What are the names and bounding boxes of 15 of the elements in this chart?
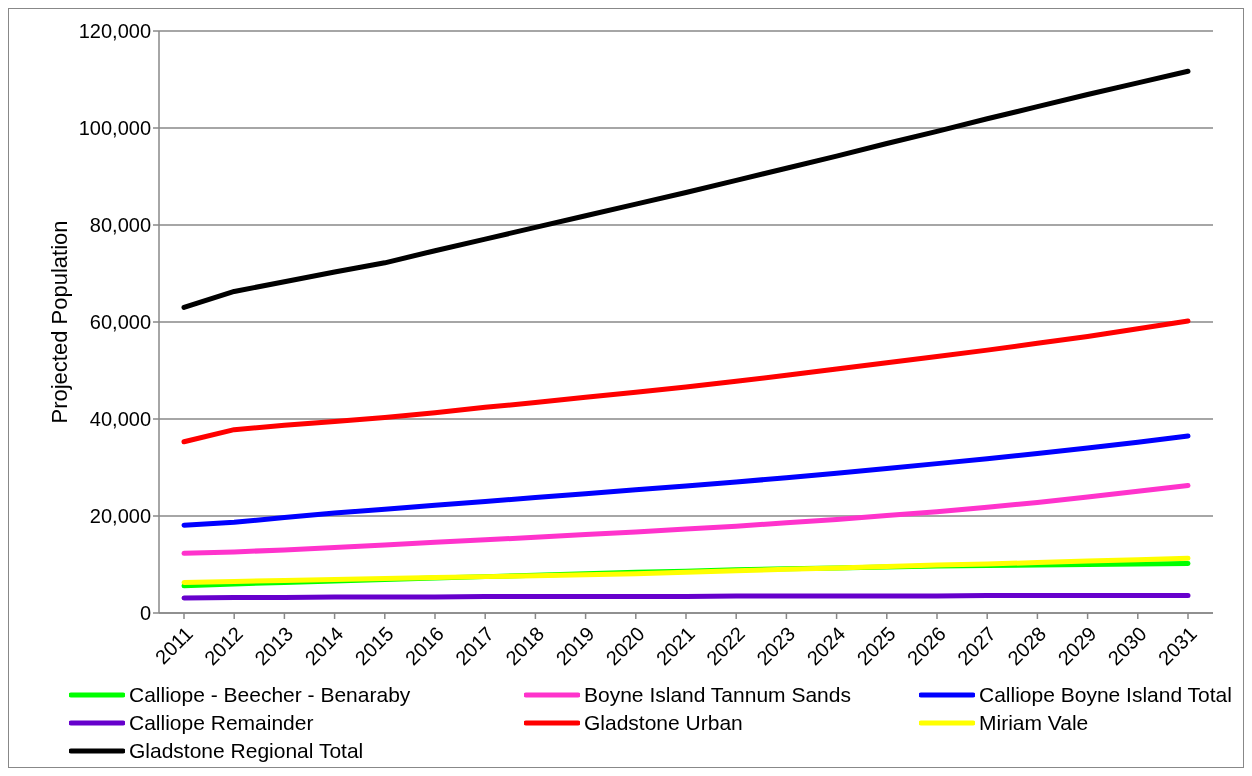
- legend-label: Calliope Remainder: [129, 711, 314, 735]
- legend-label: Calliope - Beecher - Benaraby: [129, 683, 411, 707]
- y-tick-label: 40,000: [89, 408, 151, 431]
- y-tick-label: 20,000: [89, 505, 151, 528]
- legend-label: Gladstone Urban: [584, 711, 743, 735]
- legend-label: Boyne Island Tannum Sands: [584, 683, 851, 707]
- y-tick-label: 100,000: [78, 117, 151, 140]
- legend-label: Calliope Boyne Island Total: [979, 683, 1232, 707]
- legend-label: Miriam Vale: [979, 711, 1089, 735]
- y-tick-label: 0: [139, 602, 151, 625]
- y-tick-label: 120,000: [78, 20, 151, 43]
- y-axis-title: Projected Population: [46, 220, 72, 424]
- y-tick-label: 60,000: [89, 311, 151, 334]
- legend-label: Gladstone Regional Total: [129, 739, 364, 763]
- y-tick-label: 80,000: [89, 214, 151, 237]
